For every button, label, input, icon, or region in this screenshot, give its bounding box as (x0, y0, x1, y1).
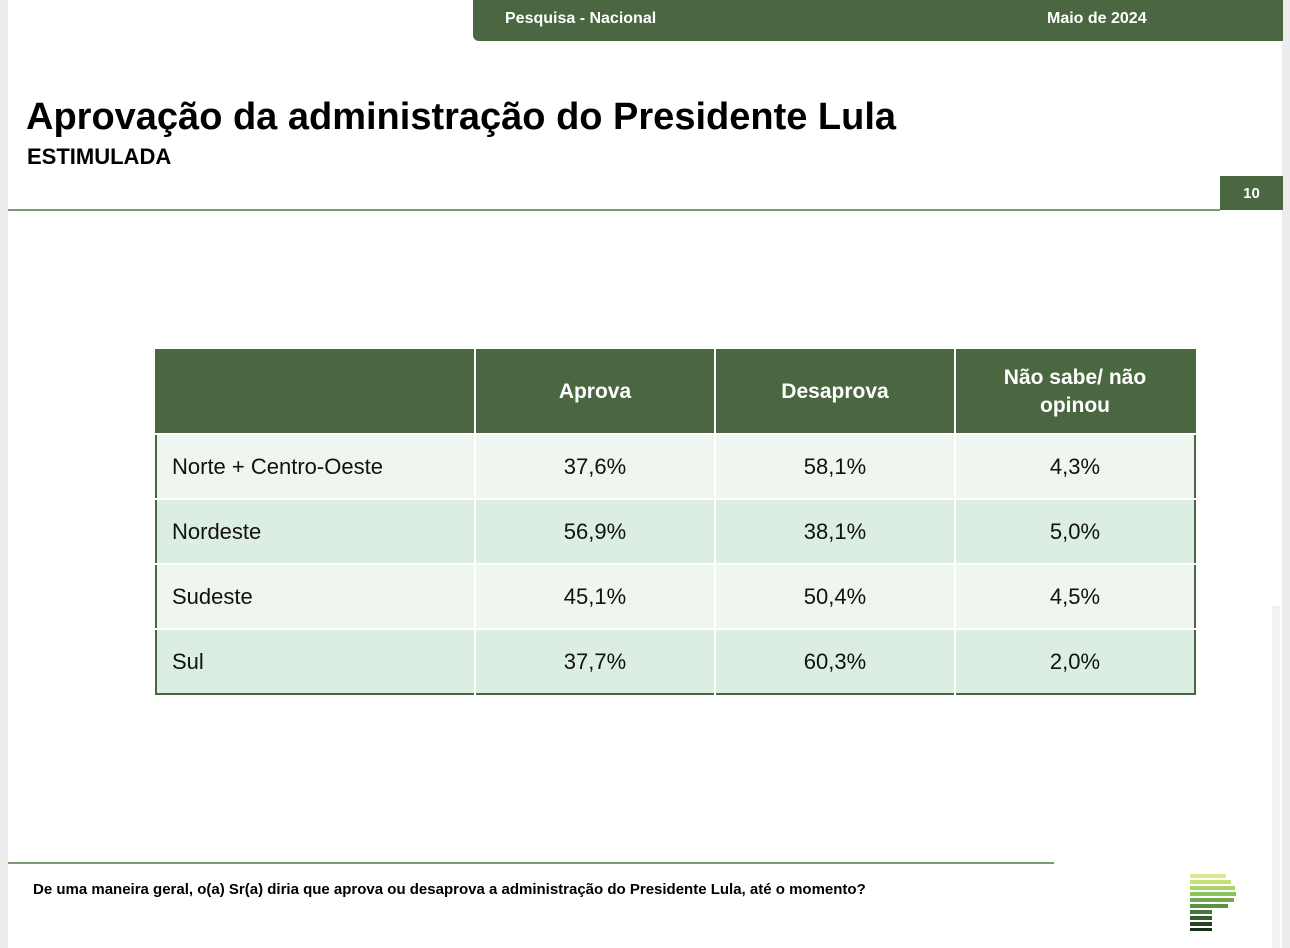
page-subtitle: ESTIMULADA (27, 144, 172, 169)
desaprova-cell: 58,1% (715, 434, 956, 500)
region-cell: Nordeste (156, 499, 476, 565)
title-divider (8, 209, 1220, 211)
survey-label: Pesquisa - Nacional (505, 10, 657, 27)
nao-sabe-cell: 5,0% (955, 499, 1195, 565)
region-cell: Sul (156, 629, 476, 694)
aprova-cell: 37,7% (475, 629, 716, 694)
table-row: Norte + Centro-Oeste 37,6% 58,1% 4,3% (156, 434, 1195, 500)
header-nao-sabe: Não sabe/ não opinou (955, 350, 1195, 435)
footer-divider (8, 862, 1054, 864)
nao-sabe-cell: 4,3% (955, 434, 1195, 500)
slide: Pesquisa - Nacional Maio de 2024 Aprovaç… (8, 0, 1283, 948)
survey-question: De uma maneira geral, o(a) Sr(a) diria q… (33, 881, 866, 898)
header-aprova: Aprova (475, 350, 716, 435)
desaprova-cell: 60,3% (715, 629, 956, 694)
aprova-cell: 45,1% (475, 564, 716, 630)
header-region (156, 350, 476, 435)
table-header-row: Aprova Desaprova Não sabe/ não opinou (156, 350, 1195, 435)
header-desaprova: Desaprova (715, 350, 956, 435)
table-row: Sul 37,7% 60,3% 2,0% (156, 629, 1195, 694)
nao-sabe-cell: 4,5% (955, 564, 1195, 630)
desaprova-cell: 38,1% (715, 499, 956, 565)
scroll-edge (1272, 606, 1280, 948)
table-row: Sudeste 45,1% 50,4% 4,5% (156, 564, 1195, 630)
nao-sabe-cell: 2,0% (955, 629, 1195, 694)
approval-table: Aprova Desaprova Não sabe/ não opinou No… (155, 349, 1196, 695)
desaprova-cell: 50,4% (715, 564, 956, 630)
table-row: Nordeste 56,9% 38,1% 5,0% (156, 499, 1195, 565)
survey-date: Maio de 2024 (1047, 10, 1147, 27)
page-number-badge: 10 (1220, 176, 1283, 210)
region-cell: Sudeste (156, 564, 476, 630)
page-title: Aprovação da administração do Presidente… (26, 96, 897, 138)
striped-p-logo-icon (1190, 874, 1236, 931)
region-cell: Norte + Centro-Oeste (156, 434, 476, 500)
header-banner: Pesquisa - Nacional Maio de 2024 (473, 0, 1283, 41)
aprova-cell: 37,6% (475, 434, 716, 500)
aprova-cell: 56,9% (475, 499, 716, 565)
